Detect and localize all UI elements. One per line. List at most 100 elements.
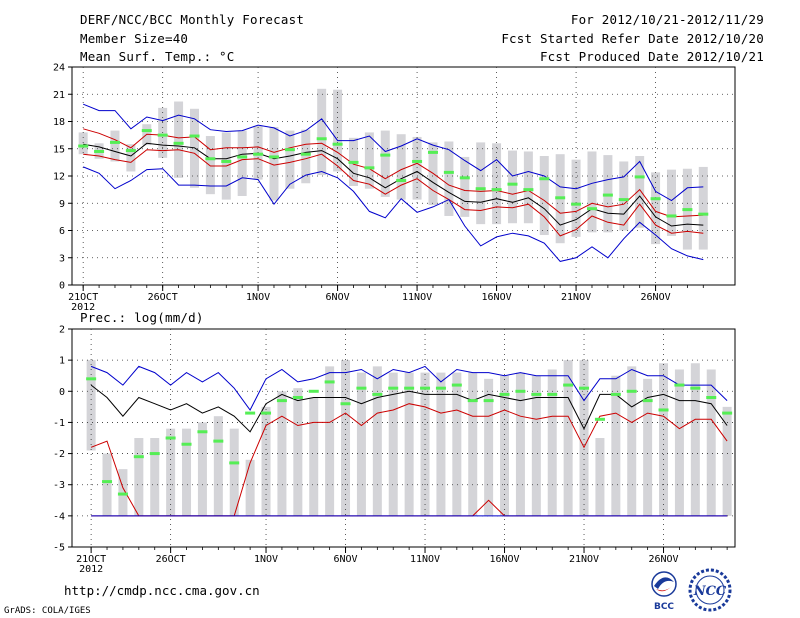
bcc-logo-icon: BCC [651,571,677,611]
panel1-forecast-marker [555,196,566,200]
panel1-forecast-marker [253,152,264,156]
panel1-forecast-marker [125,149,136,153]
panel2-forecast-marker [579,386,590,390]
panel1-ensemble-box [507,150,517,224]
panel1-series-upper [83,103,704,202]
panel1-forecast-marker [364,166,375,170]
panel1-forecast-marker [634,175,645,179]
panel2-x-tick-label: 26NOV [648,554,678,565]
panel2-ensemble-box [261,406,271,516]
panel1-forecast-marker [539,177,550,181]
panel2-forecast-marker [356,386,367,390]
panel2-forecast-marker [626,389,637,393]
panel1-forecast-marker [284,148,295,152]
panel2-ensemble-box [325,366,335,516]
panel1-ensemble-box [333,89,343,172]
panel2-ensemble-box [595,438,605,516]
panel1-forecast-marker [396,179,407,183]
panel2-ensemble-box [468,372,478,516]
panel1-forecast-marker [602,193,613,197]
panel1-ensemble-box [317,88,327,176]
panel2-ensemble-box [627,366,637,516]
panel2-forecast-marker [420,386,431,390]
panel2-ensemble-box [293,388,303,516]
panel2-ensemble-box [197,422,207,516]
panel2-ensemble-box [452,372,462,516]
panel2-x-tick-label: 6NOV [333,554,357,565]
panel1-series-lower [83,166,704,262]
panel2-forecast-marker [86,377,97,381]
panel2-forecast-marker [658,408,669,412]
panel1-forecast-marker [94,149,105,153]
panel1-forecast-marker [491,188,502,192]
panel1-series-mean [83,142,704,227]
panel1-x-tick-label: 26OCT [148,292,178,303]
panel2-forecast-marker [324,380,335,384]
panel1-ensemble-box [78,132,88,155]
panel1-ensemble-box [174,101,184,178]
panel1-x-tick-label: 11NOV [402,292,432,303]
panel2-ensemble-box [229,428,239,516]
ncc-logo-icon: NCC [688,568,732,612]
panel2-y-tick-label: -5 [53,543,65,554]
panel1-x-tick-label: 26NOV [641,292,671,303]
panel2-ensemble-box [690,363,700,516]
panel2-forecast-marker [308,389,319,393]
panel2-forecast-marker [722,411,733,415]
panel1-forecast-marker [586,207,597,211]
panel2-ensemble-box [166,428,176,516]
panel2-forecast-marker [149,452,160,456]
panel2-ensemble-box [515,372,525,516]
panel2-forecast-marker [435,386,446,390]
panel2-forecast-marker [261,411,272,415]
panel2-forecast-marker [483,399,494,403]
panel2-x-tick-label: 11NOV [410,554,440,565]
panel2-forecast-marker [547,392,558,396]
panel2-forecast-marker [388,386,399,390]
panel1-forecast-marker [459,176,470,180]
panel1-forecast-marker [380,153,391,157]
footer-url-link[interactable]: http://cmdp.ncc.cma.gov.cn [64,583,260,598]
panel1-forecast-marker [507,182,518,186]
panel2-forecast-marker [706,396,717,400]
panel2-forecast-marker [117,492,128,496]
panel1-forecast-marker [443,170,454,174]
panel2-ensemble-box [436,372,446,516]
panel1-ensemble-box [269,126,279,201]
panel2-forecast-marker [531,392,542,396]
panel2-ensemble-box [356,372,366,516]
panel2-ensemble-box [500,375,510,516]
panel2-ensemble-box [245,459,255,516]
panel1-ensemble-box [492,143,502,225]
panel2-forecast-marker [610,392,621,396]
panel1-series-upper_mid [83,128,704,218]
panel2-x-tick-label: 26OCT [156,554,186,565]
panel2-x-tick-label: 16NOV [489,554,519,565]
panel2-ensemble-box [484,378,494,516]
panel2-ensemble-box [404,372,414,516]
panel2-y-tick-label: -4 [53,511,65,522]
panel1-y-tick-label: 0 [59,281,65,292]
panel2-ensemble-box [341,360,351,516]
panel1-forecast-marker [427,150,438,154]
panel1-y-tick-label: 21 [53,90,65,101]
bcc-logo-text: BCC [654,602,674,611]
produced-date-label: Fcst Produced Date 2012/10/21 [539,49,764,64]
panel2-y-tick-label: -2 [53,449,65,460]
panel2-forecast-marker [245,411,256,415]
panel2-forecast-marker [292,396,303,400]
panel2-ensemble-box [563,360,573,516]
panel1-ensemble-box [444,141,454,216]
panel1-forecast-marker [78,144,89,148]
panel2-forecast-marker [197,430,208,434]
start-date-label: Fcst Started Refer Date 2012/10/20 [501,31,764,46]
panel2-series-upper [90,365,728,411]
panel1-y-tick-label: 12 [53,172,65,183]
panel2-y-tick-label: -3 [53,480,65,491]
panel1-ensemble-box [666,169,676,236]
panel1-forecast-marker [221,159,232,163]
panel1-x-tick-label: 6NOV [326,292,350,303]
panel1-forecast-marker [523,188,534,192]
panel2-ensemble-box [134,438,144,516]
